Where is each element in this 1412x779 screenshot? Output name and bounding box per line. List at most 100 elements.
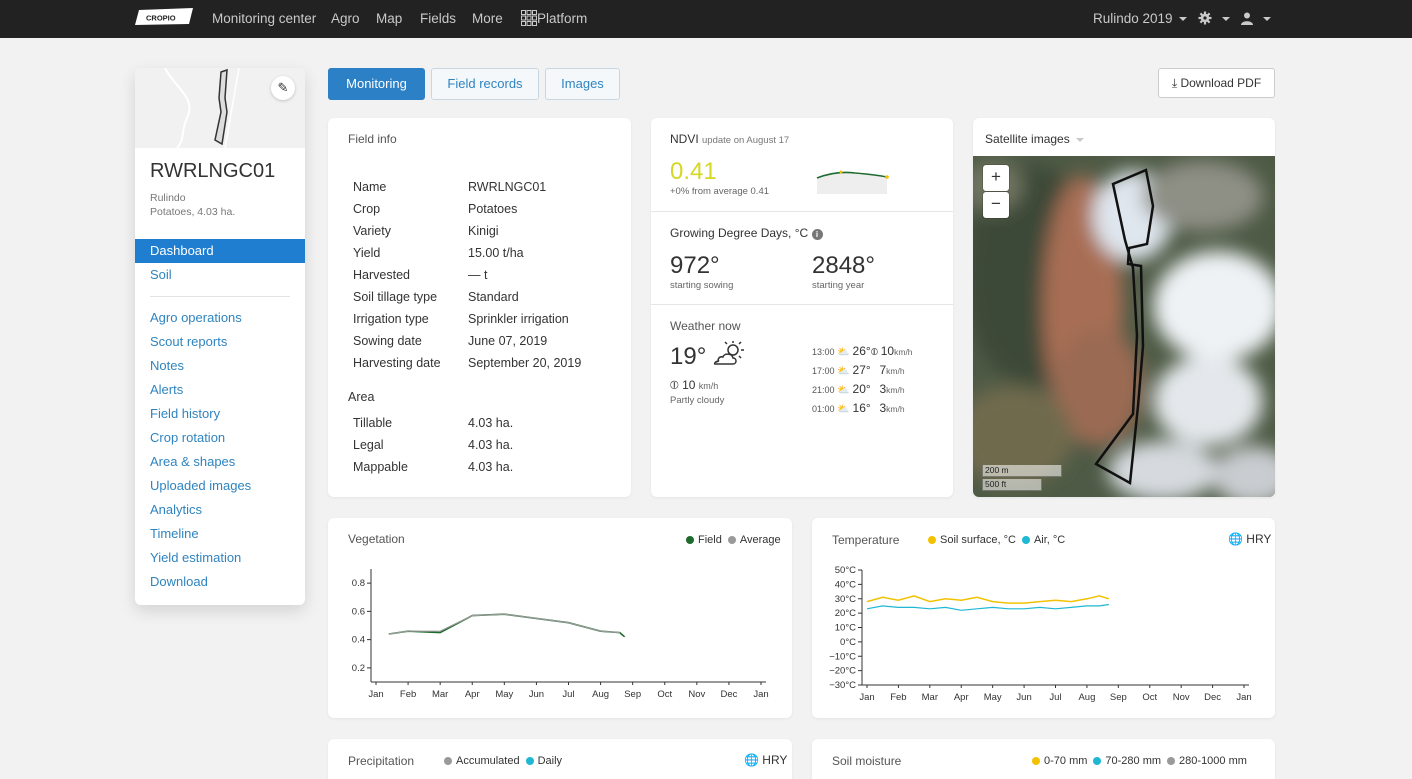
- info-label-harvesting-date: Harvesting date: [353, 356, 441, 370]
- x-tick-label: Oct: [657, 689, 672, 700]
- zoom-out-button[interactable]: −: [983, 192, 1009, 218]
- platform-grid-icon: [521, 10, 537, 26]
- x-tick-label: Jan: [368, 689, 383, 700]
- legend-accumulated[interactable]: Accumulated: [456, 755, 520, 767]
- sidebar-item-analytics[interactable]: Analytics: [150, 502, 203, 517]
- sidebar-item-yield-estimation[interactable]: Yield estimation: [150, 550, 242, 565]
- x-tick-label: Apr: [954, 692, 969, 703]
- y-tick-label: 0.6: [352, 606, 365, 617]
- sidebar-item-field-history[interactable]: Field history: [150, 406, 221, 421]
- legend-0-70[interactable]: 0-70 mm: [1044, 755, 1088, 767]
- globe-icon: 🌐: [744, 753, 759, 767]
- area-title: Area: [348, 390, 375, 404]
- weather-condition: Partly cloudy: [670, 395, 725, 406]
- nav-platform[interactable]: Platform: [521, 0, 587, 38]
- pencil-icon: ✎: [277, 80, 289, 95]
- tab-monitoring[interactable]: Monitoring: [328, 68, 425, 100]
- legend-field[interactable]: Field: [698, 534, 722, 546]
- stats-divider-1: [651, 211, 953, 212]
- precipitation-hry-toggle[interactable]: 🌐 HRY: [744, 753, 787, 767]
- globe-icon: 🌐: [1228, 532, 1243, 546]
- area-label-tillable: Tillable: [353, 416, 393, 430]
- forecast-wind: 3: [879, 401, 887, 415]
- sidebar-item-uploaded-images[interactable]: Uploaded images: [150, 478, 252, 493]
- vegetation-legend: Field Average: [680, 534, 781, 546]
- info-icon[interactable]: i: [811, 229, 823, 240]
- user-dropdown[interactable]: [1241, 0, 1271, 38]
- stats-card: [651, 118, 953, 497]
- x-tick-label: Jun: [529, 689, 544, 700]
- field-sidebar: ✎ RWRLNGC01 Rulindo Potatoes, 4.03 ha. D…: [135, 68, 305, 605]
- forecast-temp: 27°: [852, 363, 871, 377]
- weather-wind-unit: km/h: [698, 381, 719, 391]
- weather-wind-speed: 10: [682, 378, 696, 392]
- nav-map[interactable]: Map: [376, 11, 403, 26]
- weather-wind: ⦶ 10 km/h: [670, 378, 718, 393]
- legend-soil-surface[interactable]: Soil surface, °C: [940, 534, 1016, 546]
- sidebar-item-crop-rotation[interactable]: Crop rotation: [150, 430, 226, 445]
- y-tick-label: 10°C: [835, 623, 856, 634]
- forecast-temp: 26°: [852, 344, 871, 358]
- satellite-map[interactable]: [973, 156, 1275, 497]
- precipitation-legend: Accumulated Daily: [438, 755, 562, 767]
- download-pdf-button[interactable]: ⤓ Download PDF: [1158, 68, 1275, 98]
- zoom-in-button[interactable]: +: [983, 165, 1009, 191]
- sidebar-item-agro-operations[interactable]: Agro operations: [150, 310, 242, 325]
- legend-swatch-soil-surface: [928, 536, 936, 544]
- sidebar-item-timeline[interactable]: Timeline: [150, 526, 199, 541]
- sidebar-item-notes[interactable]: Notes: [150, 358, 184, 373]
- nav-monitoring-center[interactable]: Monitoring center: [212, 11, 317, 26]
- legend-swatch-air: [1021, 536, 1030, 544]
- sidebar-item-scout-reports[interactable]: Scout reports: [150, 334, 228, 349]
- info-value-harvested: — t: [468, 268, 488, 282]
- tab-images[interactable]: Images: [545, 68, 620, 100]
- ndvi-delta: +0% from average 0.41: [670, 186, 770, 197]
- x-tick-label: Jan: [753, 689, 768, 700]
- y-tick-label: −20°C: [829, 666, 856, 677]
- info-value-name: RWRLNGC01: [468, 180, 547, 194]
- wind-icon: ⦶: [670, 378, 679, 392]
- sidebar-item-dashboard[interactable]: Dashboard: [135, 239, 305, 263]
- sidebar-item-alerts[interactable]: Alerts: [150, 382, 184, 397]
- area-label-mappable: Mappable: [353, 460, 408, 474]
- y-tick-label: 0°C: [840, 637, 856, 648]
- legend-70-280[interactable]: 70-280 mm: [1105, 755, 1162, 767]
- forecast-row: 13:00 ⛅ 26°⦶ 10km/h: [812, 344, 942, 360]
- sidebar-item-soil[interactable]: Soil: [150, 267, 172, 282]
- legend-swatch-0-70: [1032, 757, 1040, 765]
- forecast-temp: 20°: [852, 382, 871, 396]
- x-tick-label: Nov: [688, 689, 705, 700]
- y-tick-label: 50°C: [835, 565, 856, 576]
- tab-field-records[interactable]: Field records: [431, 68, 539, 100]
- sidebar-item-area-shapes[interactable]: Area & shapes: [150, 454, 236, 469]
- forecast-time: 13:00: [812, 347, 835, 357]
- legend-daily[interactable]: Daily: [537, 755, 563, 767]
- season-dropdown[interactable]: Rulindo 2019: [1093, 0, 1187, 38]
- field-info-title: Field info: [348, 132, 397, 146]
- area-value-legal: 4.03 ha.: [468, 438, 514, 452]
- x-tick-label: Aug: [592, 689, 609, 700]
- y-tick-label: 20°C: [835, 608, 856, 619]
- settings-dropdown[interactable]: [1198, 0, 1230, 38]
- legend-air[interactable]: Air, °C: [1033, 534, 1066, 546]
- temperature-hry-toggle[interactable]: 🌐 HRY: [1228, 532, 1271, 546]
- nav-agro[interactable]: Agro: [331, 11, 360, 26]
- legend-average[interactable]: Average: [739, 534, 781, 546]
- legend-swatch-accumulated: [444, 757, 452, 765]
- satellite-images-dropdown[interactable]: Satellite images: [985, 132, 1084, 146]
- x-tick-label: Mar: [922, 692, 938, 703]
- nav-fields[interactable]: Fields: [420, 11, 457, 26]
- user-icon: [1241, 12, 1253, 25]
- cropio-logo[interactable]: CROPIO: [135, 8, 193, 26]
- edit-field-button[interactable]: ✎: [271, 76, 295, 100]
- vegetation-chart: 0.8 0.6 0.4 0.2 Jan Feb Mar Apr May Jun Jul Aug Sep O…: [352, 569, 769, 700]
- field-thumbnail[interactable]: ✎: [135, 68, 305, 148]
- sidebar-item-download[interactable]: Download: [150, 574, 208, 589]
- gdd-title: Growing Degree Days, °C i: [670, 226, 823, 240]
- precipitation-card: [328, 739, 792, 779]
- nav-more[interactable]: More: [472, 11, 503, 26]
- y-tick-label: 40°C: [835, 579, 856, 590]
- legend-280-1000[interactable]: 280-1000 mm: [1179, 755, 1247, 767]
- x-tick-label: May: [984, 692, 1002, 703]
- legend-swatch-70-280: [1093, 757, 1102, 765]
